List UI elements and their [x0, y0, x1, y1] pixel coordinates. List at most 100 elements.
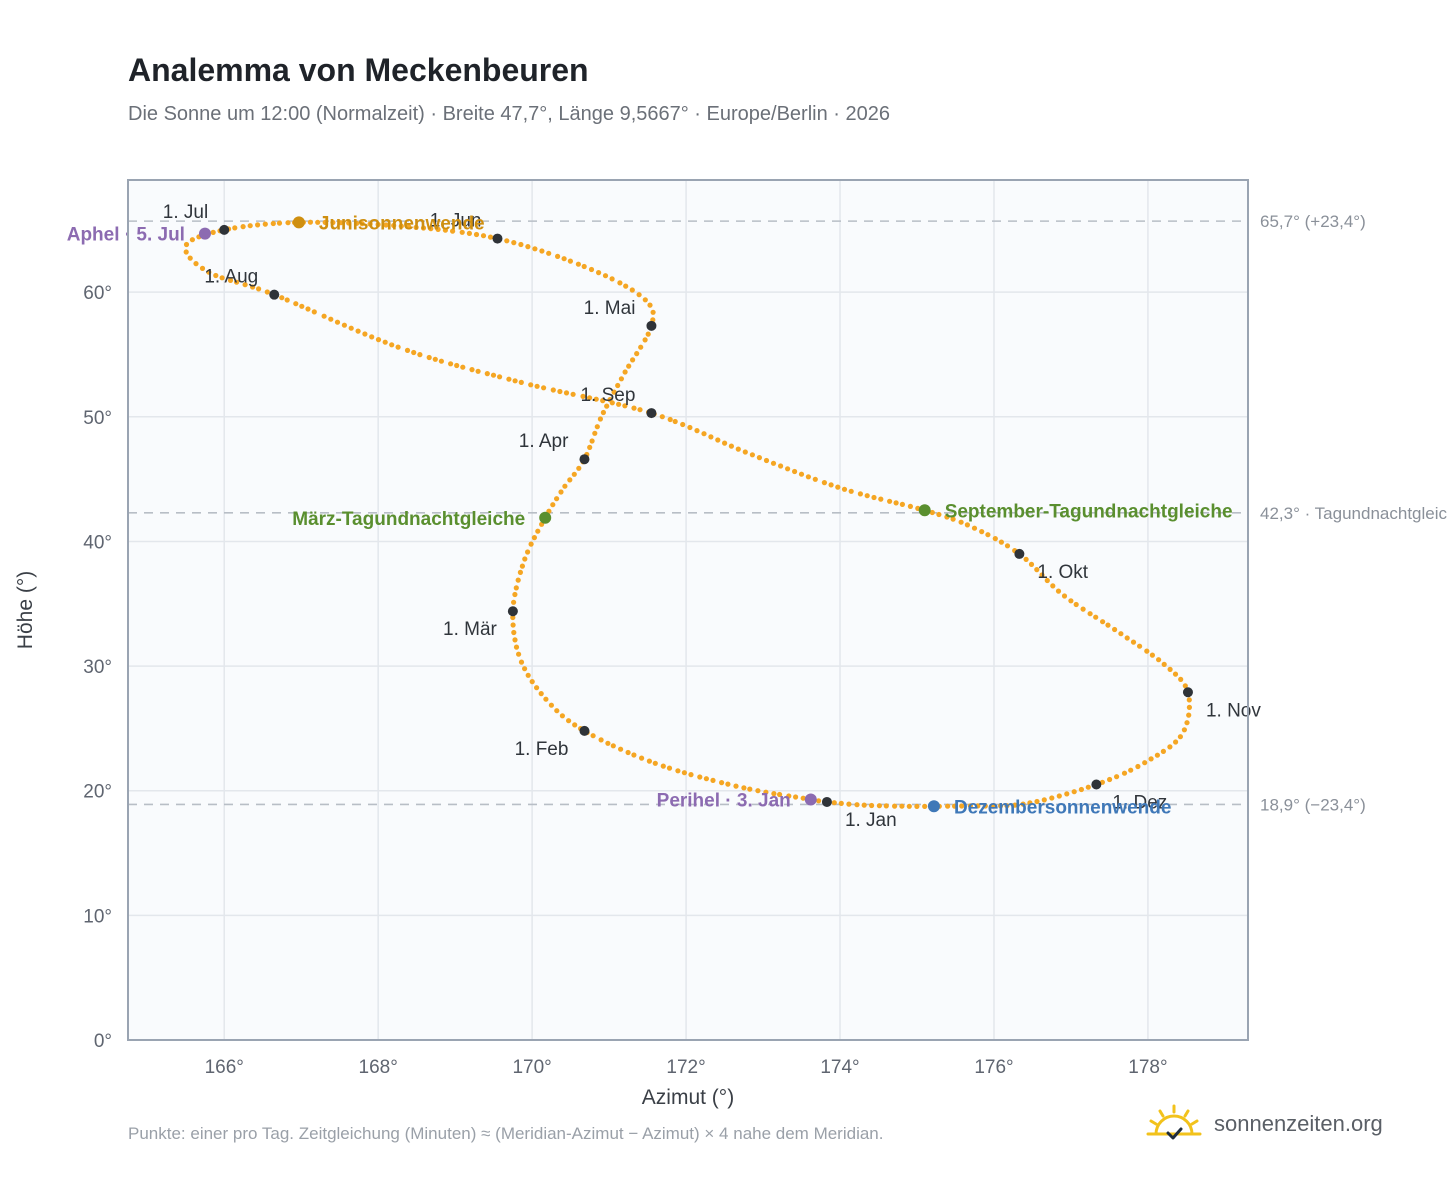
- analemma-day-dot: [234, 279, 240, 285]
- analemma-day-dot: [763, 457, 770, 464]
- analemma-day-dot: [1186, 712, 1192, 718]
- analemma-day-dot: [857, 491, 864, 497]
- analemma-day-dot: [497, 374, 503, 380]
- analemma-day-dot: [639, 755, 645, 761]
- analemma-day-dot: [1004, 543, 1011, 549]
- analemma-day-dot: [518, 241, 524, 248]
- analemma-day-dot: [432, 356, 438, 362]
- event-label: Junisonnenwende: [319, 213, 485, 234]
- analemma-day-dot: [792, 468, 798, 475]
- analemma-day-dot: [1100, 619, 1106, 625]
- analemma-day-dot: [816, 798, 822, 804]
- analemma-day-dot: [420, 225, 427, 231]
- analemma-day-dot: [250, 284, 256, 290]
- analemma-day-dot: [504, 238, 510, 244]
- analemma-day-dot: [998, 539, 1005, 545]
- analemma-day-dot: [1112, 626, 1118, 633]
- analemma-day-dot: [672, 418, 678, 425]
- analemma-day-dot: [611, 389, 617, 395]
- month-marker: [646, 320, 657, 331]
- analemma-day-dot: [382, 339, 388, 345]
- analemma-day-dot: [838, 800, 844, 807]
- event-label: Aphel · 5. Jul: [67, 225, 185, 246]
- event-label: September-Tagundnachtgleiche: [945, 501, 1233, 522]
- analemma-day-dot: [992, 536, 998, 542]
- analemma-day-dot: [531, 535, 538, 541]
- analemma-day-dot: [828, 482, 834, 488]
- analemma-day-dot: [490, 372, 497, 378]
- analemma-day-dot: [1034, 798, 1040, 805]
- month-marker: [1182, 687, 1193, 698]
- brand-name: sonnenzeiten.org: [1214, 1111, 1383, 1136]
- analemma-day-dot: [1064, 791, 1070, 797]
- analemma-day-dot: [562, 483, 568, 489]
- analemma-day-dot: [615, 382, 621, 389]
- month-marker: [1091, 779, 1102, 790]
- analemma-day-dot: [1039, 572, 1045, 578]
- analemma-day-dot: [887, 498, 893, 504]
- analemma-day-dot: [687, 424, 693, 431]
- analemma-day-dot: [460, 364, 466, 370]
- month-marker-label: 1. Sep: [580, 385, 635, 406]
- analemma-day-dot: [528, 382, 534, 388]
- analemma-day-dot: [848, 488, 854, 494]
- analemma-day-dot: [914, 803, 920, 810]
- event-marker: [927, 800, 940, 813]
- analemma-day-dot: [367, 221, 373, 227]
- analemma-day-dot: [1050, 583, 1056, 589]
- analemma-day-dot: [805, 474, 812, 480]
- analemma-day-dot: [666, 765, 673, 771]
- analemma-day-dot: [710, 777, 716, 784]
- analemma-day-dot: [518, 659, 525, 665]
- analemma-day-dot: [629, 287, 635, 293]
- brand[interactable]: sonnenzeiten.org: [1146, 1100, 1383, 1148]
- analemma-day-dot: [576, 465, 582, 471]
- analemma-day-dot: [398, 223, 404, 229]
- analemma-day-dot: [600, 409, 607, 416]
- analemma-day-dot: [1028, 561, 1035, 568]
- analemma-day-dot: [1156, 657, 1162, 663]
- analemma-day-dot: [631, 405, 637, 411]
- month-marker: [579, 725, 590, 736]
- analemma-day-dot: [1118, 631, 1124, 637]
- event-marker: [539, 511, 552, 524]
- analemma-day-dot: [922, 803, 928, 810]
- analemma-day-dot: [688, 772, 694, 778]
- month-marker: [579, 454, 590, 465]
- analemma-day-dot: [945, 803, 951, 809]
- analemma-day-dot: [1173, 739, 1179, 745]
- analemma-day-dot: [554, 496, 560, 502]
- x-tick-label: 166°: [205, 1057, 244, 1078]
- analemma-day-dot: [675, 768, 681, 774]
- analemma-day-dot: [733, 783, 739, 789]
- analemma-day-dot: [588, 266, 595, 273]
- analemma-day-dot: [1144, 648, 1150, 654]
- analemma-day-dot: [581, 263, 587, 270]
- analemma-day-dot: [634, 351, 640, 357]
- analemma-day-dot: [321, 313, 327, 319]
- analemma-day-dot: [522, 666, 528, 672]
- analemma-day-dot: [1178, 676, 1184, 683]
- analemma-day-dot: [936, 511, 942, 518]
- analemma-day-dot: [1137, 643, 1143, 649]
- analemma-day-dot: [625, 749, 631, 756]
- analemma-day-dot: [232, 225, 238, 231]
- analemma-day-dot: [1044, 577, 1050, 584]
- month-marker-label: 1. Aug: [204, 267, 258, 288]
- analemma-day-dot: [602, 273, 609, 279]
- month-marker: [1014, 548, 1025, 559]
- analemma-day-dot: [362, 331, 368, 337]
- analemma-day-dot: [391, 222, 397, 229]
- analemma-day-dot: [539, 248, 545, 254]
- month-marker: [219, 224, 230, 235]
- analemma-day-dot: [697, 774, 703, 780]
- analemma-day-dot: [580, 393, 586, 399]
- analemma-day-dot: [1055, 588, 1062, 594]
- analemma-day-dot: [861, 802, 867, 808]
- analemma-day-dot: [558, 489, 564, 495]
- analemma-day-dot: [348, 325, 354, 331]
- month-marker: [507, 606, 518, 617]
- analemma-day-dot: [511, 240, 517, 246]
- month-marker-label: 1. Dez: [1112, 792, 1167, 813]
- analemma-day-dot: [950, 516, 956, 522]
